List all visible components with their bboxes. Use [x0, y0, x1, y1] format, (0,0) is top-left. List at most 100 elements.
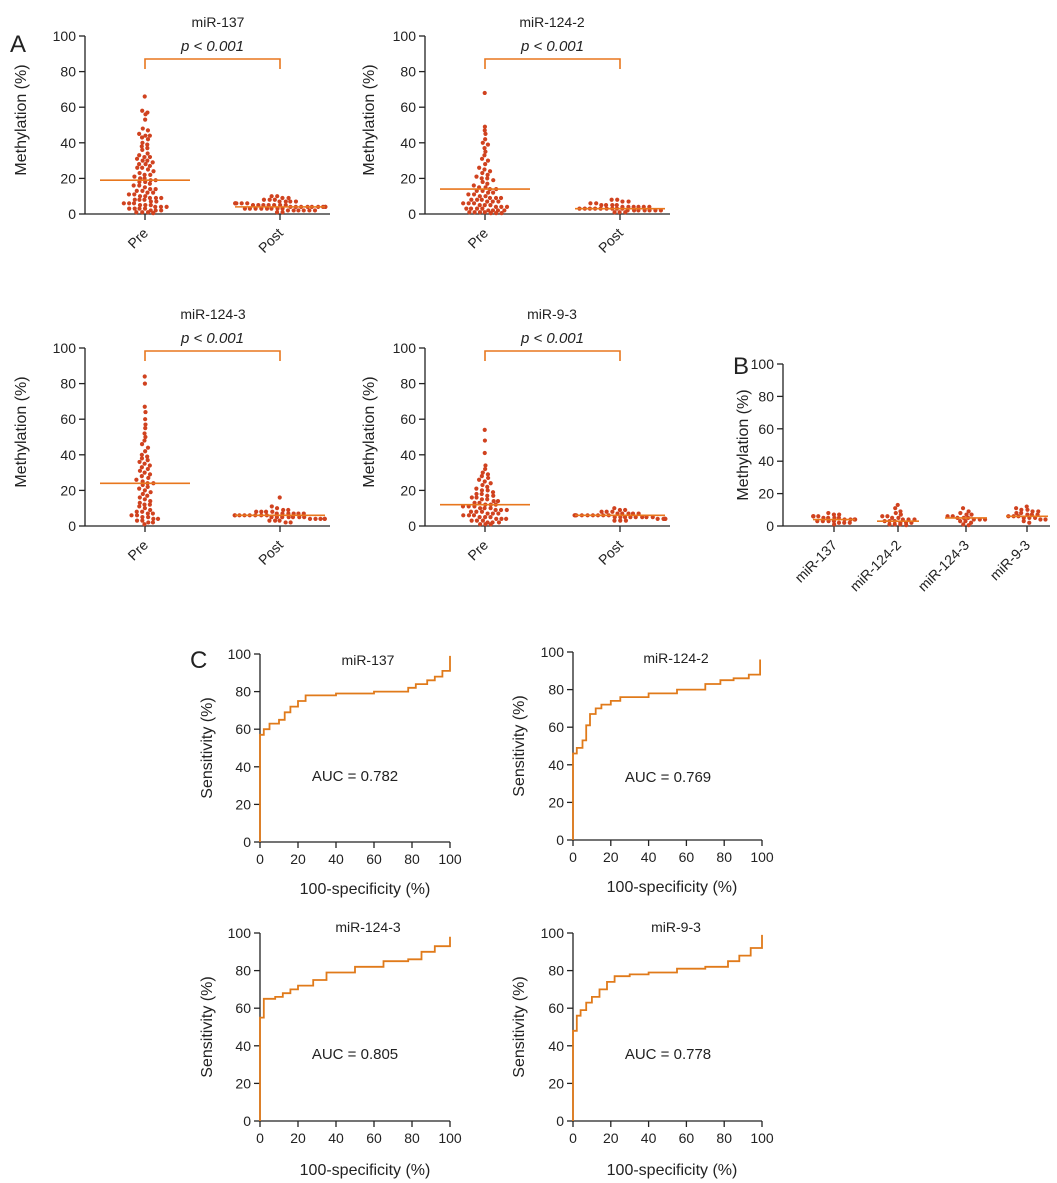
data-point	[140, 140, 145, 145]
data-point	[318, 516, 323, 521]
data-point	[134, 518, 140, 523]
data-point	[147, 195, 153, 201]
data-point	[147, 154, 153, 160]
data-point	[148, 507, 153, 513]
data-point	[482, 124, 488, 129]
data-point	[137, 206, 142, 211]
data-point	[150, 511, 155, 516]
data-point	[485, 181, 490, 186]
data-point	[142, 506, 147, 511]
significance-bracket	[484, 58, 621, 69]
data-point	[148, 203, 153, 208]
data-point	[140, 147, 145, 153]
data-point	[151, 169, 156, 174]
x-tick-label: 100	[750, 849, 774, 865]
data-point	[312, 208, 318, 213]
y-tick-label: 80	[400, 64, 416, 80]
chart-title: miR-124-3	[335, 919, 401, 935]
data-point	[147, 472, 153, 477]
y-tick-label: 80	[400, 376, 416, 392]
y-axis-label: Sensitivity (%)	[199, 697, 216, 798]
x-tick-label: Post	[255, 225, 286, 256]
data-point	[490, 511, 495, 516]
panel-letter-b: B	[733, 353, 749, 380]
significance-bracket	[484, 350, 621, 361]
data-point	[147, 181, 152, 186]
data-point	[483, 463, 488, 468]
data-point	[615, 197, 620, 202]
data-point	[134, 210, 139, 215]
y-tick-label: 40	[60, 135, 76, 151]
data-point	[263, 509, 269, 514]
data-point	[496, 520, 502, 525]
data-point	[836, 520, 842, 525]
data-point	[159, 195, 164, 201]
data-point	[485, 199, 490, 204]
data-point	[137, 504, 142, 509]
data-point	[140, 108, 145, 113]
data-point	[137, 170, 142, 176]
data-point	[486, 208, 491, 213]
roc-chart-c3: 0 20 40 60 80 100 Sensitivity (%) 0 20 40 60 80 100 1…	[199, 919, 462, 1179]
roc-curve	[572, 659, 761, 840]
y-tick-label: 100	[393, 28, 417, 44]
y-tick-label: 0	[68, 518, 76, 534]
data-point	[232, 513, 238, 518]
data-point	[898, 512, 903, 517]
data-point	[153, 186, 158, 192]
data-point	[142, 431, 147, 436]
data-point	[504, 507, 509, 513]
data-point	[482, 146, 487, 151]
x-tick-label: 80	[716, 1130, 732, 1146]
data-point	[145, 167, 151, 172]
data-point	[142, 94, 147, 99]
data-point	[259, 509, 264, 514]
data-point	[504, 516, 509, 521]
data-point	[504, 204, 510, 209]
y-axis-label: Sensitivity (%)	[511, 695, 528, 796]
data-point	[145, 445, 151, 450]
data-point	[599, 509, 604, 514]
data-point	[148, 199, 153, 204]
x-tick-label: 20	[290, 1130, 306, 1146]
data-point	[968, 520, 974, 525]
data-point	[498, 195, 504, 201]
data-point	[269, 194, 274, 199]
y-tick-label: 20	[548, 794, 564, 810]
y-tick-label: 80	[548, 963, 564, 979]
x-tick-label: Pre	[124, 225, 151, 252]
y-tick-label: 60	[60, 99, 76, 115]
data-point	[140, 491, 145, 497]
data-point	[1030, 509, 1035, 514]
data-point	[296, 208, 301, 213]
data-point	[1027, 520, 1032, 525]
data-point	[143, 422, 148, 427]
data-point	[140, 515, 145, 520]
x-axis-label: 100-specificity (%)	[607, 879, 738, 896]
x-tick-label: Pre	[124, 537, 151, 564]
data-point	[466, 192, 471, 197]
x-tick-label: 100	[750, 1130, 774, 1146]
y-tick-label: 60	[60, 411, 76, 427]
data-point	[147, 163, 152, 169]
x-tick-label: miR-124-2	[847, 537, 905, 595]
data-point	[474, 518, 480, 523]
data-point	[485, 158, 491, 163]
data-point	[594, 201, 599, 206]
data-point	[127, 201, 132, 206]
data-point	[288, 199, 293, 204]
y-tick-label: 0	[408, 206, 416, 222]
data-point	[479, 488, 485, 493]
y-axis-label: Sensitivity (%)	[511, 976, 528, 1077]
data-point	[286, 195, 291, 201]
y-tick-label: 0	[408, 518, 416, 534]
data-point	[482, 153, 487, 158]
data-point	[1014, 510, 1019, 516]
data-point	[499, 204, 504, 209]
data-point	[461, 201, 466, 206]
data-point	[479, 156, 485, 161]
data-point	[151, 516, 156, 521]
data-point	[1021, 519, 1026, 524]
data-point	[131, 183, 136, 188]
chart-title: miR-137	[192, 14, 245, 30]
